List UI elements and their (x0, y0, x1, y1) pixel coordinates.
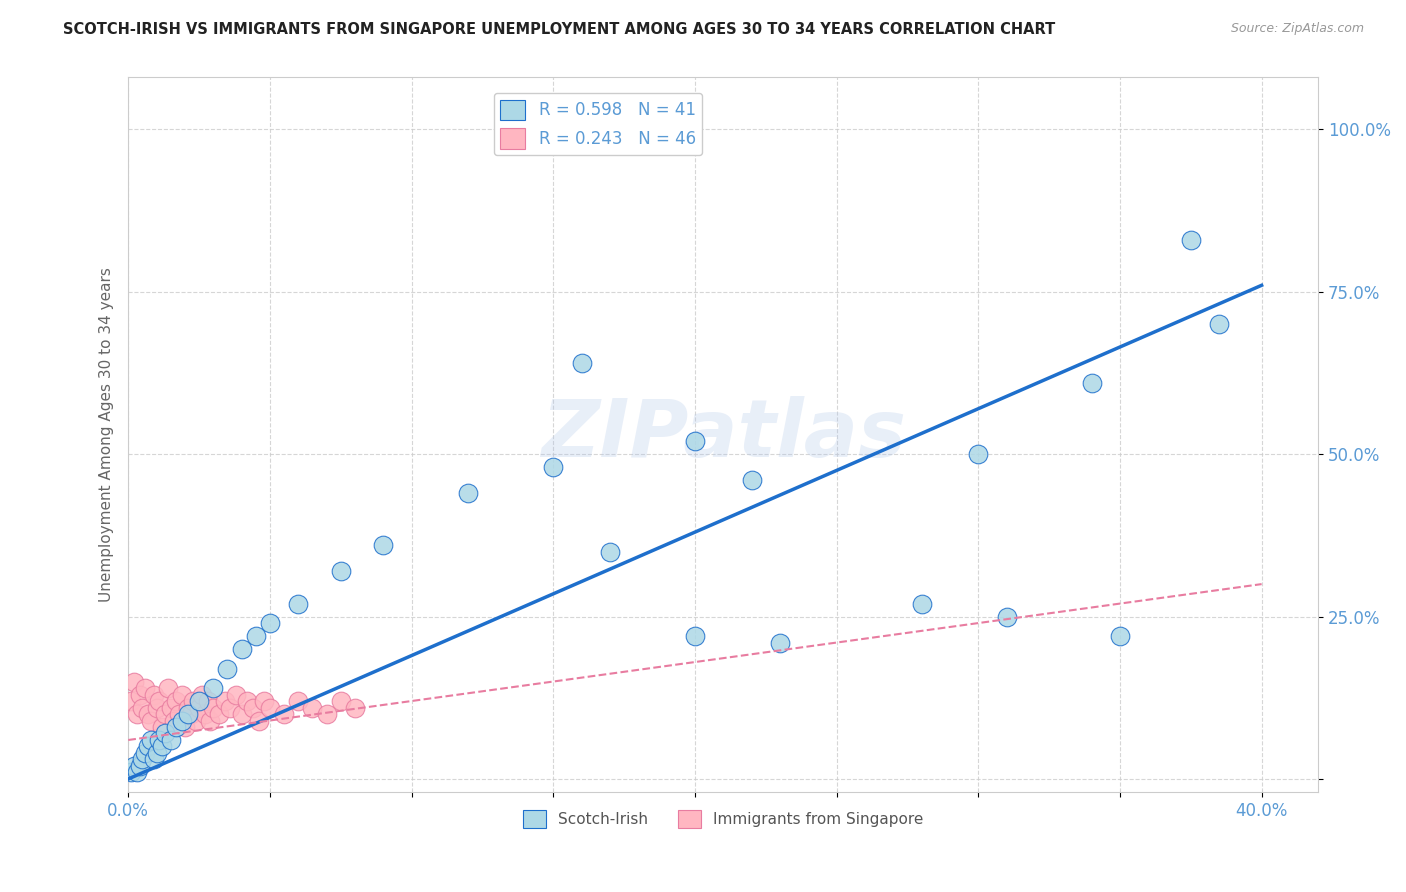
Point (136, 739, 159, 754)
Point (136, 706, 159, 721)
Point (142, 688, 165, 702)
Point (148, 694, 170, 708)
Point (150, 739, 173, 754)
Point (125, 765, 148, 780)
Point (236, 694, 259, 708)
Point (599, 544, 621, 558)
Point (769, 635, 792, 649)
Point (131, 700, 153, 714)
Point (122, 674, 145, 689)
Point (683, 629, 706, 643)
Point (128, 688, 150, 702)
Point (967, 447, 990, 461)
Point (910, 597, 932, 611)
Point (287, 597, 309, 611)
Point (315, 706, 337, 721)
Point (217, 661, 239, 675)
Point (683, 434, 706, 449)
Point (541, 460, 564, 475)
Point (231, 706, 253, 721)
Point (194, 706, 217, 721)
Point (329, 694, 352, 708)
Point (231, 642, 253, 657)
Point (142, 752, 165, 766)
Point (225, 688, 247, 702)
Point (174, 720, 197, 734)
Point (188, 700, 211, 714)
Point (1109, 629, 1132, 643)
Point (186, 714, 208, 728)
Point (1208, 318, 1230, 332)
Point (165, 720, 187, 734)
Point (457, 486, 479, 500)
Point (208, 706, 231, 721)
Point (172, 714, 194, 728)
Point (245, 629, 267, 643)
Point (177, 706, 200, 721)
Point (183, 694, 205, 708)
Point (145, 700, 167, 714)
Point (134, 681, 156, 695)
Point (139, 733, 162, 747)
Point (128, 759, 150, 773)
Point (247, 714, 270, 728)
Point (150, 720, 173, 734)
Point (165, 694, 187, 708)
Point (197, 694, 219, 708)
Point (287, 694, 309, 708)
Point (202, 700, 225, 714)
Point (253, 694, 276, 708)
Point (145, 746, 167, 760)
Point (131, 752, 153, 766)
Point (571, 356, 593, 370)
Point (177, 700, 200, 714)
Legend: Scotch-Irish, Immigrants from Singapore: Scotch-Irish, Immigrants from Singapore (516, 804, 929, 834)
Point (191, 688, 214, 702)
Point (139, 714, 162, 728)
Point (202, 681, 225, 695)
Point (214, 694, 236, 708)
Point (741, 473, 763, 487)
Point (259, 616, 281, 631)
Point (172, 688, 194, 702)
Point (219, 700, 242, 714)
Point (1180, 233, 1202, 247)
Text: SCOTCH-IRISH VS IMMIGRANTS FROM SINGAPORE UNEMPLOYMENT AMONG AGES 30 TO 34 YEARS: SCOTCH-IRISH VS IMMIGRANTS FROM SINGAPOR… (63, 22, 1056, 37)
Point (242, 700, 264, 714)
Point (329, 564, 352, 578)
Point (156, 681, 179, 695)
Point (120, 694, 142, 708)
Point (159, 733, 181, 747)
Point (995, 609, 1018, 624)
Point (301, 700, 323, 714)
Point (373, 538, 395, 552)
Point (122, 759, 145, 773)
Point (188, 694, 211, 708)
Point (134, 746, 156, 760)
Point (1080, 376, 1102, 390)
Point (167, 706, 190, 721)
Point (343, 700, 366, 714)
Text: Source: ZipAtlas.com: Source: ZipAtlas.com (1230, 22, 1364, 36)
Point (125, 706, 148, 721)
Point (180, 706, 202, 721)
Point (162, 714, 184, 728)
Point (153, 706, 176, 721)
Point (200, 714, 222, 728)
Text: ZIPatlas: ZIPatlas (541, 396, 905, 474)
Point (259, 700, 281, 714)
Point (148, 733, 170, 747)
Point (153, 726, 176, 740)
Point (120, 765, 142, 780)
Point (273, 706, 295, 721)
Y-axis label: Unemployment Among Ages 30 to 34 years: Unemployment Among Ages 30 to 34 years (100, 268, 114, 602)
Point (159, 700, 181, 714)
